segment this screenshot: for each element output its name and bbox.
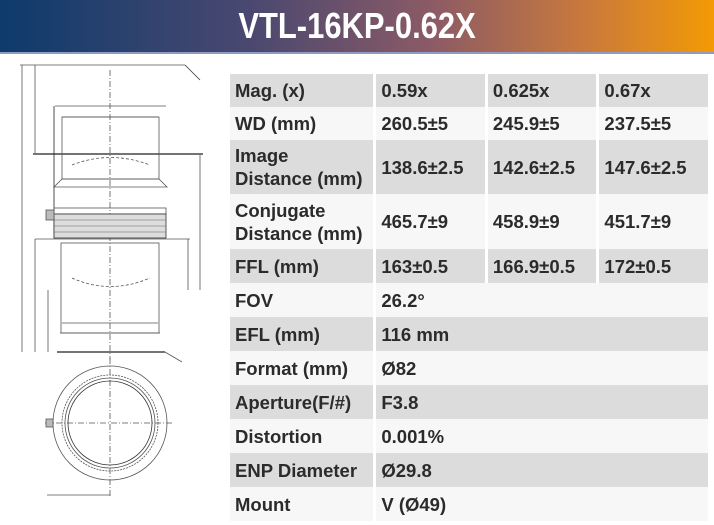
spec-value: 138.6±2.5 <box>376 140 485 194</box>
spec-value: F3.8 <box>376 385 708 419</box>
spec-row-image-distance: Image Distance (mm) 138.6±2.5 142.6±2.5 … <box>230 140 708 194</box>
spec-value: 0.59x <box>376 74 485 107</box>
spec-value: 0.001% <box>376 419 708 453</box>
spec-value: 451.7±9 <box>599 194 708 249</box>
spec-label: Conjugate Distance (mm) <box>230 194 374 249</box>
side-view <box>20 64 203 363</box>
title-banner: VTL-16KP-0.62X <box>0 0 714 54</box>
spec-row-enp-diameter: ENP Diameter Ø29.8 <box>230 453 708 487</box>
spec-label: Aperture(F/#) <box>230 385 374 419</box>
spec-value: 458.9±9 <box>487 194 597 249</box>
spec-value: 0.625x <box>487 74 597 107</box>
front-view <box>45 358 172 498</box>
spec-label: Image Distance (mm) <box>230 140 374 194</box>
spec-label: EFL (mm) <box>230 317 374 351</box>
spec-value: 237.5±5 <box>599 107 708 140</box>
spec-label: WD (mm) <box>230 107 374 140</box>
spec-label: Distortion <box>230 419 374 453</box>
spec-label: FOV <box>230 283 374 317</box>
spec-value: 116 mm <box>376 317 708 351</box>
spec-row-aperture: Aperture(F/#) F3.8 <box>230 385 708 419</box>
spec-row-conjugate-distance: Conjugate Distance (mm) 465.7±9 458.9±9 … <box>230 194 708 249</box>
spec-label: Mag. (x) <box>230 74 374 107</box>
product-title: VTL-16KP-0.62X <box>238 5 476 46</box>
spec-row-efl: EFL (mm) 116 mm <box>230 317 708 351</box>
spec-value: 245.9±5 <box>487 107 597 140</box>
spec-label: ENP Diameter <box>230 453 374 487</box>
spec-label: FFL (mm) <box>230 249 374 283</box>
spec-row-ffl: FFL (mm) 163±0.5 166.9±0.5 172±0.5 <box>230 249 708 283</box>
specs-table: Mag. (x) 0.59x 0.625x 0.67x WD (mm) 260.… <box>227 74 711 521</box>
spec-row-mount: Mount V (Ø49) <box>230 487 708 521</box>
spec-row-magnification: Mag. (x) 0.59x 0.625x 0.67x <box>230 74 708 107</box>
spec-value: 166.9±0.5 <box>487 249 597 283</box>
lens-dimension-drawing <box>20 64 203 498</box>
spec-row-fov: FOV 26.2° <box>230 283 708 317</box>
spec-row-distortion: Distortion 0.001% <box>230 419 708 453</box>
spec-value: 142.6±2.5 <box>487 140 597 194</box>
spec-row-format: Format (mm) Ø82 <box>230 351 708 385</box>
spec-value: V (Ø49) <box>376 487 708 521</box>
spec-value: 26.2° <box>376 283 708 317</box>
spec-value: 172±0.5 <box>599 249 708 283</box>
spec-value: Ø82 <box>376 351 708 385</box>
spec-label: Mount <box>230 487 374 521</box>
spec-label: Format (mm) <box>230 351 374 385</box>
spec-value: 147.6±2.5 <box>599 140 708 194</box>
spec-value: 465.7±9 <box>376 194 485 249</box>
spec-value: 0.67x <box>599 74 708 107</box>
spec-value: Ø29.8 <box>376 453 708 487</box>
spec-row-wd: WD (mm) 260.5±5 245.9±5 237.5±5 <box>230 107 708 140</box>
spec-value: 163±0.5 <box>376 249 485 283</box>
spec-value: 260.5±5 <box>376 107 485 140</box>
